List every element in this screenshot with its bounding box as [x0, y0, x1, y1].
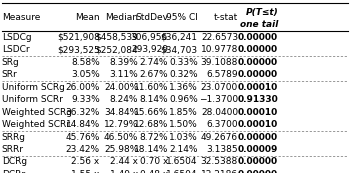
- Text: 0.00000: 0.00000: [238, 33, 278, 42]
- Text: DCRr: DCRr: [2, 170, 25, 173]
- Text: $521,908: $521,908: [57, 33, 100, 42]
- Text: 22.6573: 22.6573: [201, 33, 238, 42]
- Text: LSDCr: LSDCr: [2, 45, 29, 54]
- Text: 0.33%: 0.33%: [169, 58, 198, 67]
- Text: 0.00010: 0.00010: [238, 108, 278, 117]
- Text: 1.36%: 1.36%: [169, 83, 198, 92]
- Text: 6.3700: 6.3700: [206, 120, 238, 129]
- Text: 1.6504: 1.6504: [166, 170, 198, 173]
- Text: 49.2676: 49.2676: [201, 133, 238, 142]
- Text: 0.00010: 0.00010: [238, 120, 278, 129]
- Text: 26.00%: 26.00%: [65, 83, 100, 92]
- Text: 0.00010: 0.00010: [238, 83, 278, 92]
- Text: −1.3700: −1.3700: [199, 95, 238, 104]
- Text: 293,929: 293,929: [131, 45, 168, 54]
- Text: 8.39%: 8.39%: [110, 58, 138, 67]
- Text: 6.5789: 6.5789: [206, 70, 238, 79]
- Text: 2.74%: 2.74%: [140, 58, 168, 67]
- Text: SRg: SRg: [2, 58, 20, 67]
- Text: 8.58%: 8.58%: [71, 58, 100, 67]
- Text: SRRr: SRRr: [2, 145, 24, 154]
- Text: 1.55 x: 1.55 x: [71, 170, 100, 173]
- Text: SRRg: SRRg: [2, 133, 26, 142]
- Text: 0.00000: 0.00000: [238, 70, 278, 79]
- Text: 0.48 x: 0.48 x: [140, 170, 168, 173]
- Text: SRr: SRr: [2, 70, 18, 79]
- Text: DCRg: DCRg: [2, 157, 27, 166]
- Text: 32.5388: 32.5388: [201, 157, 238, 166]
- Text: 8.24%: 8.24%: [110, 95, 138, 104]
- Text: 3.11%: 3.11%: [110, 70, 138, 79]
- Text: 12.68%: 12.68%: [134, 120, 168, 129]
- Text: 12.79%: 12.79%: [104, 120, 138, 129]
- Text: 36.32%: 36.32%: [65, 108, 100, 117]
- Text: 95% CI: 95% CI: [166, 13, 198, 22]
- Text: StdDev: StdDev: [135, 13, 168, 22]
- Text: $252,084: $252,084: [96, 45, 138, 54]
- Text: 15.66%: 15.66%: [133, 108, 168, 117]
- Text: 11.60%: 11.60%: [133, 83, 168, 92]
- Text: 0.96%: 0.96%: [169, 95, 198, 104]
- Text: 1.85%: 1.85%: [169, 108, 198, 117]
- Text: 2.14%: 2.14%: [169, 145, 198, 154]
- Text: 8.14%: 8.14%: [139, 95, 168, 104]
- Text: Uniform SCRg: Uniform SCRg: [2, 83, 65, 92]
- Text: 2.56 x: 2.56 x: [71, 157, 100, 166]
- Text: 10.9778: 10.9778: [201, 45, 238, 54]
- Text: $36,241: $36,241: [161, 33, 198, 42]
- Text: 1.49 x: 1.49 x: [110, 170, 138, 173]
- Text: 0.32%: 0.32%: [169, 70, 198, 79]
- Text: 14.84%: 14.84%: [65, 120, 100, 129]
- Text: 8.72%: 8.72%: [139, 133, 168, 142]
- Text: 25.98%: 25.98%: [104, 145, 138, 154]
- Text: 23.42%: 23.42%: [65, 145, 100, 154]
- Text: 0.00000: 0.00000: [238, 170, 278, 173]
- Text: t-stat: t-stat: [214, 13, 238, 22]
- Text: 23.0700: 23.0700: [201, 83, 238, 92]
- Text: Uniform SCRr: Uniform SCRr: [2, 95, 63, 104]
- Text: 18.14%: 18.14%: [134, 145, 168, 154]
- Text: 24.00%: 24.00%: [104, 83, 138, 92]
- Text: 39.1088: 39.1088: [201, 58, 238, 67]
- Text: Mean: Mean: [75, 13, 100, 22]
- Text: 34.84%: 34.84%: [104, 108, 138, 117]
- Text: 306,956: 306,956: [131, 33, 168, 42]
- Text: Measure: Measure: [2, 13, 40, 22]
- Text: one tail: one tail: [240, 20, 278, 29]
- Text: 0.91330: 0.91330: [238, 95, 278, 104]
- Text: 45.76%: 45.76%: [65, 133, 100, 142]
- Text: 1.6504: 1.6504: [166, 157, 198, 166]
- Text: 0.00000: 0.00000: [238, 58, 278, 67]
- Text: 0.70 x: 0.70 x: [140, 157, 168, 166]
- Text: 2.44 x: 2.44 x: [110, 157, 138, 166]
- Text: 0.00000: 0.00000: [238, 45, 278, 54]
- Text: 0.00000: 0.00000: [238, 133, 278, 142]
- Text: 12.2186: 12.2186: [201, 170, 238, 173]
- Text: 0.00000: 0.00000: [238, 157, 278, 166]
- Text: LSDCg: LSDCg: [2, 33, 31, 42]
- Text: 2.67%: 2.67%: [139, 70, 168, 79]
- Text: Median: Median: [105, 13, 138, 22]
- Text: 1.50%: 1.50%: [169, 120, 198, 129]
- Text: 0.00009: 0.00009: [238, 145, 278, 154]
- Text: Weighted SCRg: Weighted SCRg: [2, 108, 72, 117]
- Text: $34,703: $34,703: [161, 45, 198, 54]
- Text: 1.03%: 1.03%: [169, 133, 198, 142]
- Text: $458,539: $458,539: [95, 33, 138, 42]
- Text: $293,525: $293,525: [57, 45, 100, 54]
- Text: 46.50%: 46.50%: [104, 133, 138, 142]
- Text: 3.05%: 3.05%: [71, 70, 100, 79]
- Text: P(T≤t): P(T≤t): [245, 8, 278, 17]
- Text: 3.1385: 3.1385: [206, 145, 238, 154]
- Text: Weighted SCRr: Weighted SCRr: [2, 120, 70, 129]
- Text: 28.0400: 28.0400: [201, 108, 238, 117]
- Text: 9.33%: 9.33%: [71, 95, 100, 104]
